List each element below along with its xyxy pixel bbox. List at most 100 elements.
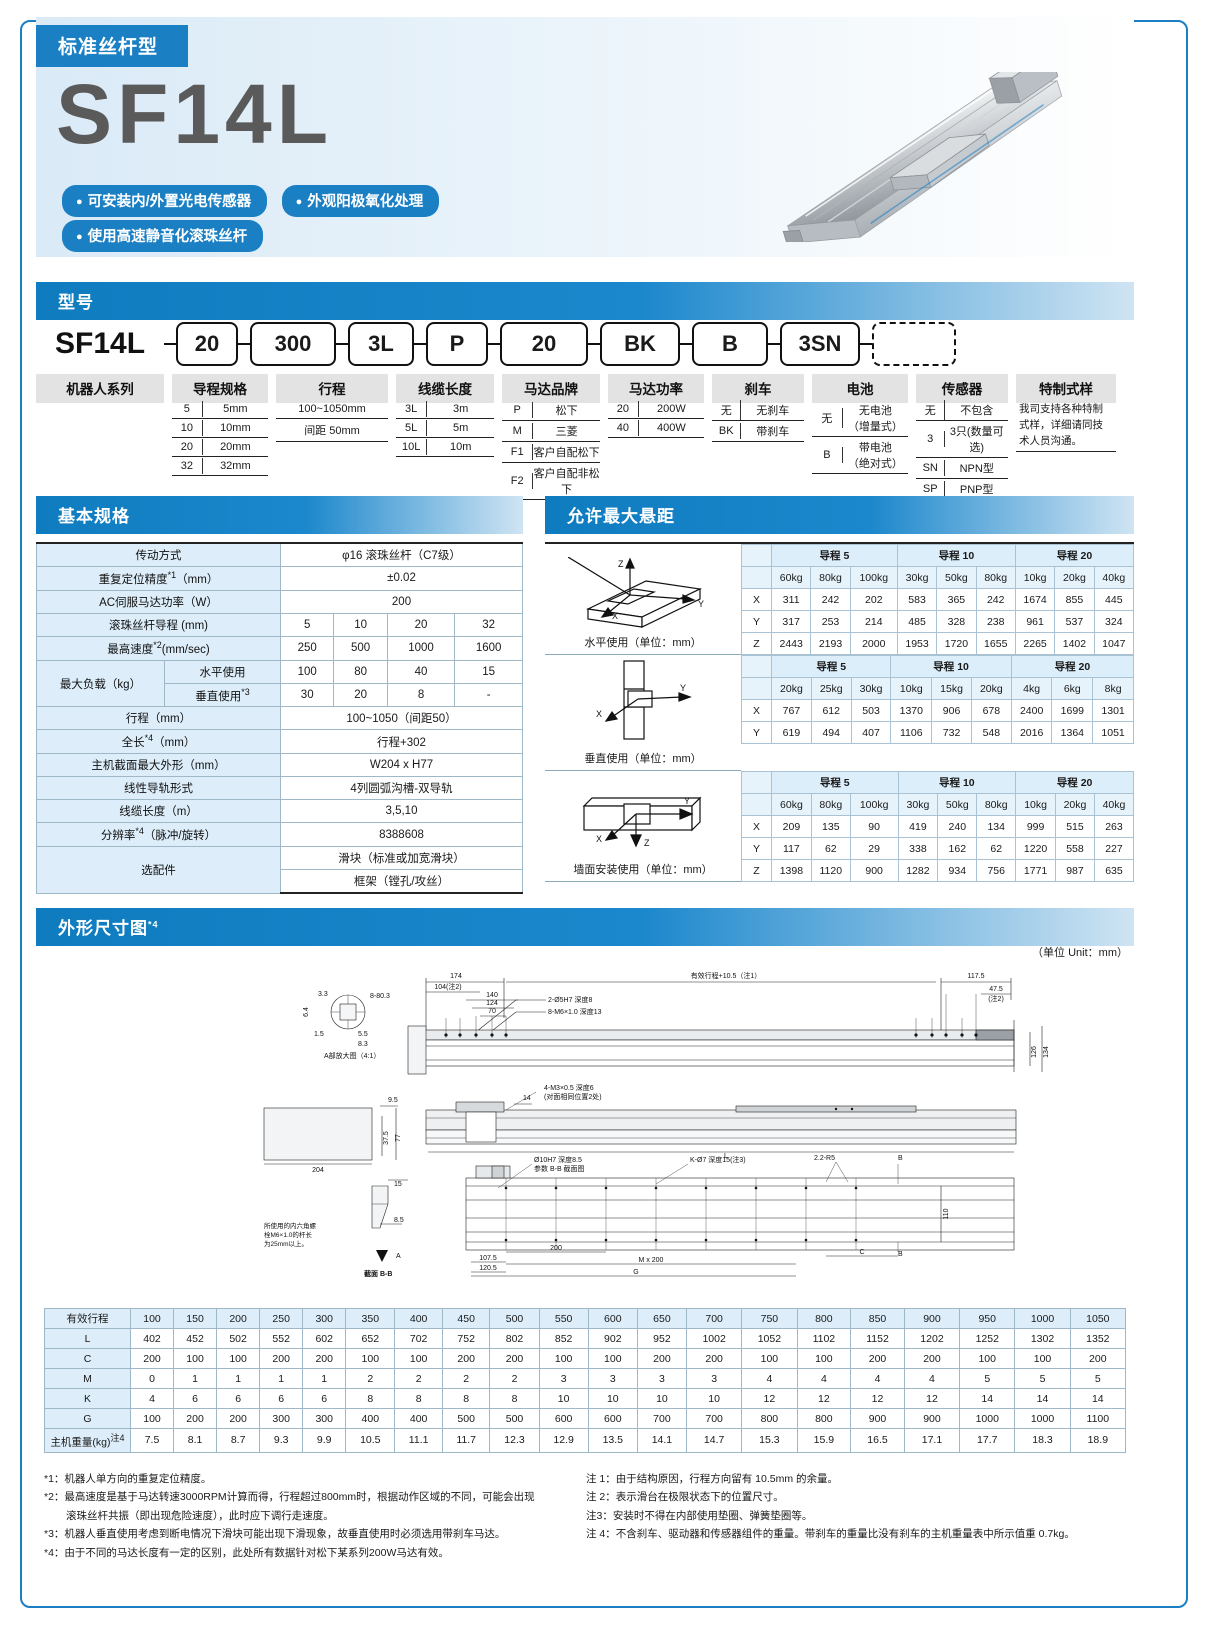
option-value[interactable]: 间距 50mm — [276, 419, 388, 442]
model-option-row[interactable]: 10 10mm — [172, 419, 268, 438]
footnote-right-item: 注 4：不含刹车、驱动器和传感器组件的重量。带刹车的重量比没有刹车的主机重量表中… — [586, 1528, 1075, 1541]
dimension-value: 552 — [259, 1328, 304, 1349]
overhang-tables: Z Y X 水平使用（单位：mm） 导程 5 导程 10 导程 20 60kg 80kg 100k… — [545, 542, 1135, 882]
dimension-title: 外形尺寸图 — [58, 919, 148, 938]
code-box-stroke[interactable]: 300 — [250, 322, 336, 366]
model-option-row[interactable]: 32 32mm — [172, 457, 268, 476]
option-code: M — [502, 423, 534, 439]
code-box-sensor[interactable]: 3SN — [780, 322, 860, 366]
weight-label: 20kg — [970, 677, 1012, 700]
spec-sub-label: 垂直使用*3 — [164, 682, 281, 708]
model-option-row[interactable]: F2 客户自配非松下 — [502, 463, 600, 500]
spec-value: 行程+302 — [280, 729, 523, 755]
bullet-icon: ● — [76, 231, 83, 243]
model-option-row[interactable]: 无 不包含 — [916, 400, 1008, 421]
weight-label: 8kg — [1092, 677, 1134, 700]
technical-drawing: 174 104(注2) 140 124 70 有效行程+10.5（注1） 117… — [36, 960, 1134, 1318]
code-box-custom[interactable] — [872, 322, 956, 366]
spec-label: 线性导轨形式 — [36, 776, 281, 801]
lead-group-label: 导程 20 — [1014, 544, 1135, 567]
overhang-value: 1364 — [1051, 721, 1094, 744]
overhang-value: 29 — [849, 837, 899, 860]
dimension-value: 900 — [903, 1408, 961, 1429]
option-value: 200W — [656, 403, 686, 415]
spec-label: 最高速度*2(mm/sec) — [36, 635, 281, 661]
overhang-data-row: X 209 135 90 419 240 134 999 515 263 — [741, 815, 1135, 838]
svg-text:B: B — [898, 1251, 903, 1258]
svg-text:A: A — [396, 1253, 401, 1260]
model-option-row[interactable]: 40 400W — [608, 419, 704, 438]
model-option-row[interactable]: 3L 3m — [396, 400, 494, 419]
overhang-value: 1953 — [896, 632, 938, 655]
dimension-value: 16.5 — [850, 1428, 905, 1453]
overhang-block: Y X 垂直使用（单位：mm） 导程 5 导程 10 导程 20 20kg 25kg 30kg 1… — [545, 655, 1135, 771]
spec-value: 框架（镗孔/攻丝） — [280, 869, 523, 895]
weight-label: 6kg — [1051, 677, 1094, 700]
model-option-column: 无 无刹车 BK 带刹车 — [712, 400, 804, 500]
overhang-value: 365 — [936, 588, 977, 611]
code-box-lead[interactable]: 20 — [176, 322, 238, 366]
svg-text:140: 140 — [486, 992, 498, 999]
overhang-value: 1655 — [975, 632, 1016, 655]
option-value: 无刹车 — [756, 405, 790, 417]
svg-text:K-Ø7 深度15(注3): K-Ø7 深度15(注3) — [690, 1155, 746, 1164]
model-option-column: 无不包含 3 3只(数量可选) SN NPN型 SP PNP型 — [916, 400, 1008, 500]
option-code: 32 — [172, 458, 203, 474]
model-option-row[interactable]: P 松下 — [502, 400, 600, 421]
overhang-value: 678 — [970, 699, 1012, 722]
dimension-value: 100 — [538, 1348, 589, 1369]
overhang-data-row: Y 619 494 407 1106 732 548 2016 1364 1051 — [741, 721, 1134, 744]
overhang-value: 214 — [849, 610, 898, 633]
dimension-value: 14.7 — [685, 1428, 743, 1453]
stroke-header-cell: 700 — [685, 1308, 743, 1329]
model-option-row[interactable]: B 带电池 （绝对式） — [812, 437, 908, 474]
svg-text:2-Ø5H7 深度8: 2-Ø5H7 深度8 — [548, 995, 592, 1004]
dimension-value: 1052 — [741, 1328, 798, 1349]
model-option-row[interactable]: 10L 10m — [396, 438, 494, 457]
weight-label: 40kg — [1093, 793, 1135, 816]
stroke-header-cell: 300 — [302, 1308, 347, 1329]
dimension-value: 800 — [796, 1408, 852, 1429]
custom-spec-note: 我司支持各种特制式样，详细请同技术人员沟通。 — [1016, 400, 1116, 453]
svg-text:参数 B-B 截面图: 参数 B-B 截面图 — [534, 1164, 585, 1173]
spec-value: 32 — [454, 612, 523, 637]
stroke-header-cell: 200 — [216, 1308, 261, 1329]
model-option-row[interactable]: 3 3只(数量可选) — [916, 421, 1008, 458]
model-option-row[interactable]: 无无电池 （增量式） — [812, 400, 908, 437]
svg-text:有效行程+10.5（注1）: 有效行程+10.5（注1） — [691, 971, 762, 980]
stroke-header-cell: 650 — [636, 1308, 688, 1329]
basic-spec-section: 基本规格 传动方式 φ16 滚珠丝杆（C7级） 重复定位精度*1（mm） ±0.02 A… — [36, 496, 523, 895]
svg-text:2.2-R5: 2.2-R5 — [814, 1155, 835, 1162]
model-option-row[interactable]: 5 5mm — [172, 400, 268, 419]
option-value: 无电池 （增量式） — [847, 405, 903, 433]
svg-text:为25mm以上。: 为25mm以上。 — [264, 1239, 308, 1248]
dimension-value: 200 — [1069, 1348, 1127, 1369]
dimension-value: 752 — [441, 1328, 491, 1349]
model-option-row[interactable]: M 三菱 — [502, 421, 600, 442]
option-value[interactable]: 100~1050mm — [276, 400, 388, 419]
model-option-row[interactable]: SN NPN型 — [916, 458, 1008, 479]
code-box-brake[interactable]: BK — [600, 322, 680, 366]
dimension-value: 802 — [489, 1328, 540, 1349]
model-option-row[interactable]: 20 20mm — [172, 438, 268, 457]
model-column-header: 导程规格 — [172, 374, 268, 403]
table-row: 有效行程 100 150 200 250 300 350 400 450 500 550 600 650… — [44, 1308, 1127, 1329]
code-box-cable[interactable]: 3L — [348, 322, 414, 366]
spec-value: 20 — [333, 682, 388, 708]
feature-row-2: ● 使用高速静音化滚珠丝杆 — [62, 220, 273, 252]
code-box-battery[interactable]: B — [692, 322, 768, 366]
spec-label: 滚珠丝杆导程 (mm) — [36, 612, 281, 637]
model-option-row[interactable]: F1 客户自配松下 — [502, 442, 600, 463]
weight-label: 20kg — [1054, 566, 1095, 589]
code-box-motor-power[interactable]: 20 — [500, 322, 588, 366]
model-option-row[interactable]: 20 200W — [608, 400, 704, 419]
code-box-motor-brand[interactable]: P — [426, 322, 488, 366]
model-option-row[interactable]: 5L 5m — [396, 419, 494, 438]
footnotes: *1：机器人单方向的重复定位精度。 *2：最高速度是基于马达转速3000RPM计算… — [36, 1470, 1134, 1562]
model-option-row[interactable]: 无 无刹车 — [712, 400, 804, 421]
overhang-value: 90 — [849, 815, 899, 838]
model-option-row[interactable]: BK 带刹车 — [712, 421, 804, 442]
model-prefix: SF14L — [54, 327, 146, 360]
model-column-header: 线缆长度 — [396, 374, 494, 403]
svg-text:104(注2): 104(注2) — [434, 982, 461, 991]
